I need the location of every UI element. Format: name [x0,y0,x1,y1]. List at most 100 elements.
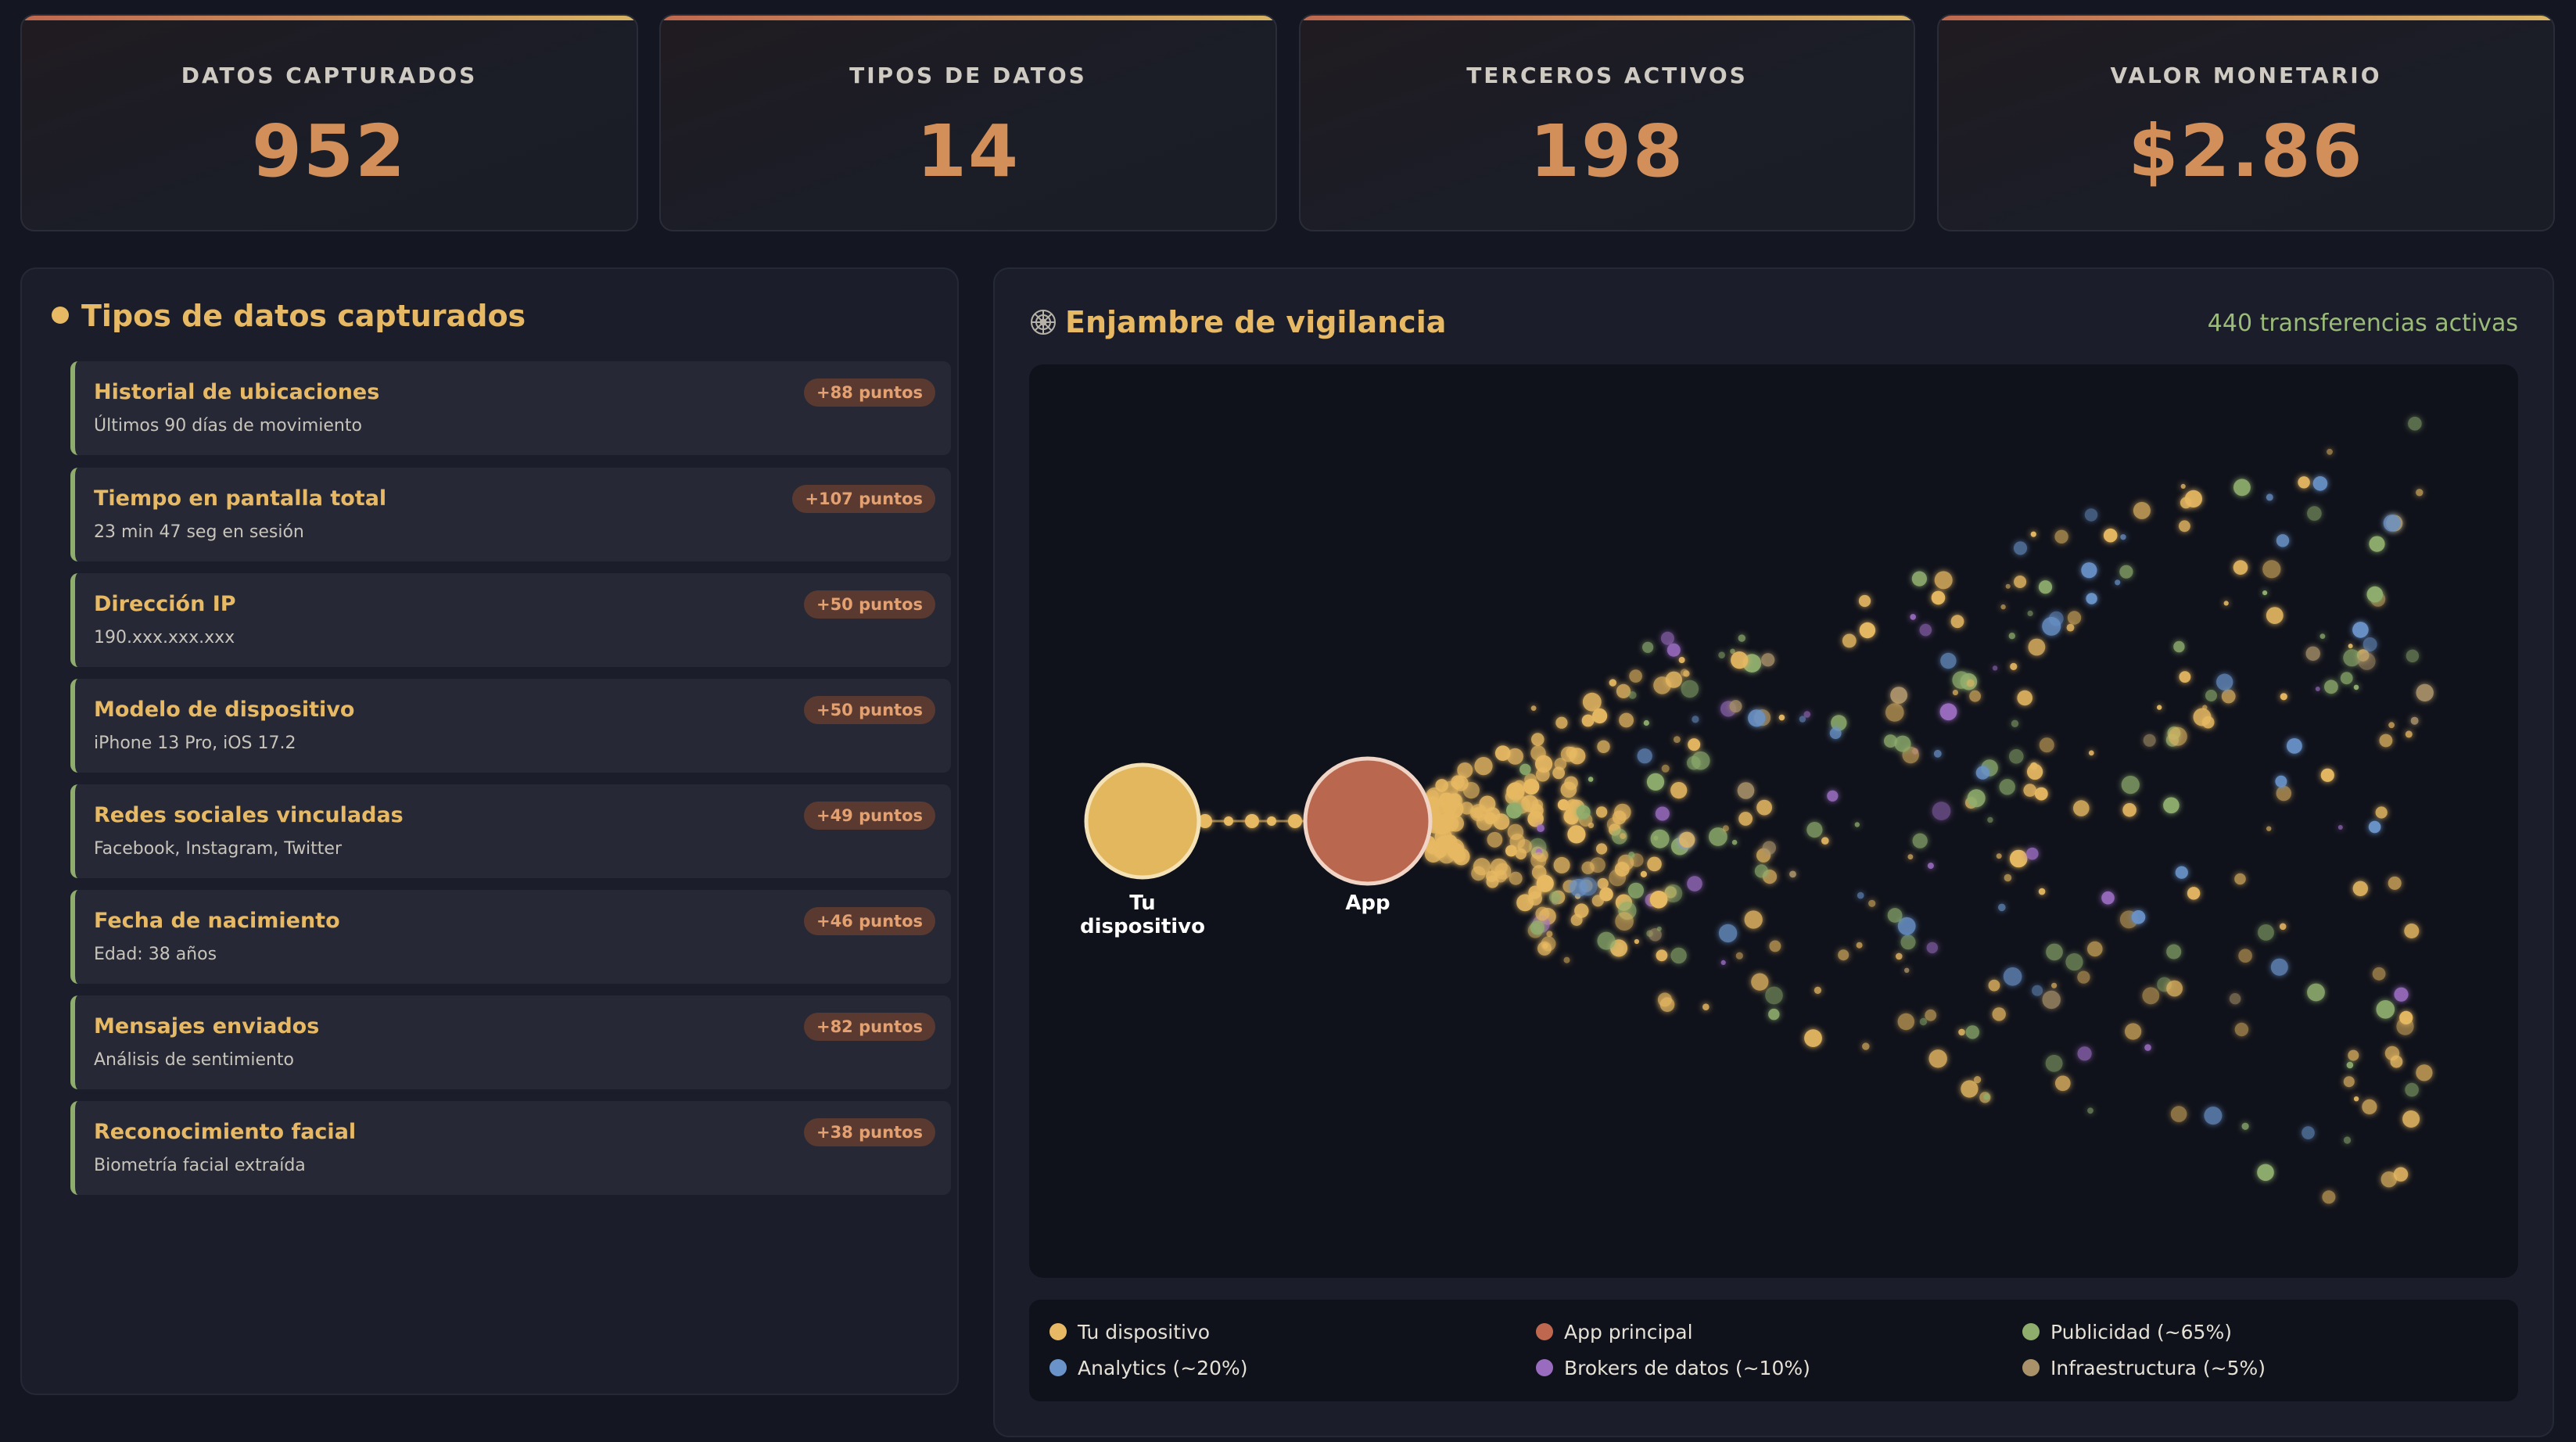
swarm-particle [1748,709,1766,727]
active-transfers-count: 440 transferencias activas [2207,310,2518,337]
swarm-particle [2343,1136,2352,1144]
swarm-particle [2402,1110,2420,1128]
swarm-particle [2262,560,2281,579]
app-node[interactable] [1303,756,1433,886]
swarm-particle [2170,1106,2187,1122]
swarm-particle [1597,740,1610,753]
swarm-particle [2003,967,2022,986]
swarm-particle [2257,1164,2274,1182]
data-type-item[interactable]: Historial de ubicaciones +88 puntos Últi… [70,361,951,455]
item-title: Mensajes enviados [94,1014,320,1038]
swarm-particle [1961,1080,1979,1098]
swarm-particle [1634,938,1639,945]
swarm-particle [2175,866,2188,879]
data-type-item[interactable]: Mensajes enviados +82 puntos Análisis de… [70,995,951,1089]
swarm-particle [1678,657,1685,663]
swarm-particle [1904,967,1910,973]
swarm-particle [2368,820,2381,834]
swarm-particle [2166,980,2183,997]
stat-value: 14 [916,109,1021,193]
swarm-particle [2379,734,2393,748]
swarm-particle [2077,1046,2092,1061]
swarm-particle [1619,712,1634,728]
legend-item: Publicidad (~65%) [2022,1317,2232,1348]
swarm-particle [1647,856,1662,872]
swarm-particle [2142,987,2160,1005]
swarm-particle [1999,779,2015,795]
legend-item: Tu dispositivo [1049,1317,1210,1348]
swarm-particle [1494,870,1507,883]
swarm-particle [1531,799,1544,811]
swarm-particle [1912,833,1928,848]
swarm-particle [1615,912,1634,931]
stat-card-tipos-de-datos: TIPOS DE DATOS 14 [659,14,1277,231]
swarm-particle [1862,1042,1870,1050]
swarm-particle [1640,870,1647,877]
swarm-particle [1769,940,1781,952]
swarm-particle [1799,716,1806,723]
swarm-particle [1592,708,1608,724]
item-title: Dirección IP [94,592,236,616]
data-type-item[interactable]: Tiempo en pantalla total +107 puntos 23 … [70,468,951,561]
swarm-particle [1457,762,1473,778]
points-badge: +38 puntos [803,1118,935,1146]
swarm-particle [1448,793,1460,805]
stat-card-datos-capturados: DATOS CAPTURADOS 952 [20,14,638,231]
swarm-particle [2180,483,2186,489]
data-type-item[interactable]: Fecha de nacimiento +46 puntos Edad: 38 … [70,890,951,984]
swarm-particle [1919,1017,1928,1026]
swarm-particle [2133,501,2151,519]
swarm-particle [2393,1167,2409,1182]
swarm-particle [1933,749,1942,758]
swarm-particle [1996,853,2002,859]
swarm-particle [2030,531,2036,537]
points-badge: +46 puntos [803,907,935,935]
swarm-particle [1596,843,1608,855]
swarm-particle [1803,711,1811,718]
swarm-particle [1806,822,1823,838]
swarm-title: Enjambre de vigilancia [1065,305,1447,339]
swarm-particle [1667,643,1681,657]
swarm-legend: Tu dispositivo App principal Publicidad … [1029,1300,2518,1401]
swarm-particle [1679,831,1695,848]
swarm-particle [2180,497,2192,509]
swarm-particle [1656,949,1668,962]
item-title: Reconocimiento facial [94,1120,357,1144]
data-type-item[interactable]: Reconocimiento facial +38 puntos Biometr… [70,1101,951,1195]
swarm-particle [2032,985,2043,996]
swarm-particle [2125,1023,2142,1040]
swarm-particle [1578,877,1598,896]
data-type-item[interactable]: Dirección IP +50 puntos 190.xxx.xxx.xxx [70,573,951,667]
swarm-particle [1778,714,1785,721]
swarm-particle [2038,580,2053,594]
swarm-particle [1661,764,1670,773]
swarm-particle [1530,852,1547,869]
swarm-particle [1718,651,1725,658]
swarm-particle [1670,782,1688,799]
swarm-visualization[interactable]: Tu dispositivo App [1029,364,2518,1278]
swarm-particle [2009,749,2024,764]
device-node[interactable] [1084,762,1201,880]
legend-label: Analytics (~20%) [1078,1357,1248,1379]
swarm-particle [1509,871,1523,885]
swarm-canvas [1084,416,2434,1204]
swarm-particle [2038,888,2046,895]
swarm-particle [2416,683,2434,701]
swarm-particle [1564,776,1578,791]
data-type-item[interactable]: Redes sociales vinculadas +49 puntos Fac… [70,784,951,878]
swarm-particle [1549,891,1561,903]
swarm-particle [1541,936,1556,952]
swarm-particle [1765,986,1783,1005]
legend-label: Brokers de datos (~10%) [1564,1357,1810,1379]
swarm-particle [2011,719,2019,727]
swarm-particle [1485,807,1501,823]
points-badge: +82 puntos [803,1013,935,1041]
data-type-item[interactable]: Modelo de dispositivo +50 puntos iPhone … [70,679,951,773]
swarm-particle [1430,817,1444,831]
legend-swatch-icon [1049,1323,1067,1340]
app-node-label: App [1345,891,1390,915]
swarm-particle [1919,623,1932,637]
swarm-particle [2234,1022,2249,1037]
swarm-particle [1642,641,1654,653]
swarm-particle [2014,576,2027,588]
